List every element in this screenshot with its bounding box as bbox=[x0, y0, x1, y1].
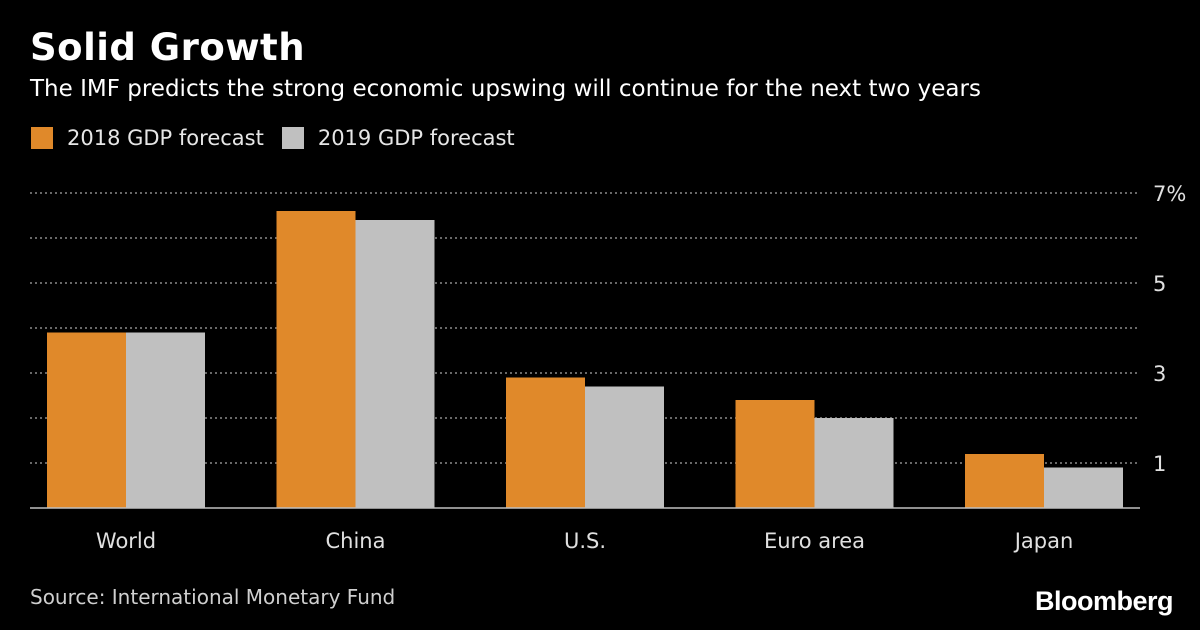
legend-item-2018: 2018 GDP forecast bbox=[31, 126, 264, 150]
x-tick-label-u-s-: U.S. bbox=[564, 529, 606, 553]
bar-world-2018 bbox=[47, 332, 126, 508]
y-tick-label-5: 5 bbox=[1153, 272, 1166, 296]
legend-swatch-2018 bbox=[31, 127, 53, 149]
x-tick-label-euro-area: Euro area bbox=[764, 529, 865, 553]
legend-label-2019: 2019 GDP forecast bbox=[317, 126, 515, 150]
bar-china-2019 bbox=[355, 220, 435, 508]
y-tick-label-7: 7% bbox=[1153, 182, 1186, 206]
x-tick-label-world: World bbox=[96, 529, 156, 553]
legend-label-2018: 2018 GDP forecast bbox=[67, 126, 264, 150]
x-tick-label-china: China bbox=[326, 529, 386, 553]
legend: 2018 GDP forecast 2019 GDP forecast bbox=[31, 126, 533, 150]
bar-world-2019 bbox=[126, 332, 205, 508]
legend-item-2019: 2019 GDP forecast bbox=[281, 126, 515, 150]
bar-euro-area-2018 bbox=[735, 400, 815, 508]
legend-swatch-2019 bbox=[281, 127, 304, 149]
bar-u-s--2018 bbox=[506, 377, 585, 508]
bar-china-2018 bbox=[276, 211, 356, 508]
chart-title: Solid Growth bbox=[30, 26, 306, 69]
bar-u-s--2019 bbox=[585, 386, 664, 508]
bar-japan-2019 bbox=[1044, 467, 1123, 508]
y-tick-label-1: 1 bbox=[1153, 452, 1166, 476]
bar-euro-area-2019 bbox=[814, 418, 894, 508]
bar-japan-2018 bbox=[965, 454, 1044, 508]
x-tick-label-japan: Japan bbox=[1013, 529, 1074, 553]
y-tick-label-3: 3 bbox=[1153, 362, 1166, 386]
chart-subtitle: The IMF predicts the strong economic ups… bbox=[30, 76, 981, 102]
bloomberg-logo: Bloomberg bbox=[1034, 586, 1174, 616]
source-note: Source: International Monetary Fund bbox=[30, 585, 396, 609]
